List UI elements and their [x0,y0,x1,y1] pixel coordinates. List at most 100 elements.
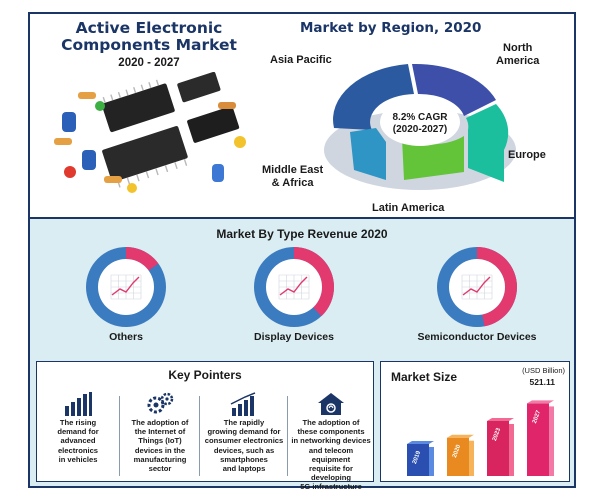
pointer-3-line-3: consumer electronics [204,436,284,446]
pointer-2-line-6: sector [148,464,172,474]
chip-1 [101,83,175,133]
region-label-north-america-line-2: America [496,55,540,67]
house-network-icon [318,393,344,415]
title-block: Active Electronic Components Market 2020… [34,20,264,70]
pointer-2-line-5: manufacturing [133,454,187,464]
pointer-divider-3 [287,396,288,476]
gears-icon [147,392,174,414]
region-cagr-line-2: (2020-2027) [393,124,447,135]
region-label-north-america-line-1: North [503,42,533,54]
resistor-4 [104,176,122,183]
type-donut-others-slice [126,247,159,271]
market-size-bar-top-2019 [407,440,434,444]
capacitor-1 [62,112,76,132]
pointer-3-text: The rapidly growing demand for consumer … [201,418,287,473]
pointer-4-line-3: in networking devices [291,436,371,446]
market-size-bar-top-2020 [447,434,474,438]
market-size-bar-side-2027 [549,406,554,476]
components-illustration [54,72,246,193]
resistor-2 [78,92,96,99]
market-size-bar-top-2023 [487,417,514,421]
capacitor-2 [82,150,96,170]
type-donut-semiconductor-devices-slice [477,247,517,327]
type-label-others: Others [109,331,143,343]
pointer-2-line-3: Things (IoT) [138,436,182,446]
region-label-latin-america: Latin America [372,202,445,214]
key-pointers-title: Key Pointers [168,368,242,382]
pointer-1-line-1: The rising [59,418,97,427]
pointer-2-line-1: The adoption of [131,418,189,427]
region-label-asia-pacific: Asia Pacific [270,54,332,66]
bottom-section: Key Pointers The rising demand for advan… [30,353,574,491]
market-size-bar-label-2023: 2023 [492,427,502,442]
type-label-display-devices: Display Devices [254,331,334,343]
pointer-1-line-4: electronics [57,445,99,455]
market-size-bar-label-2020: 2020 [452,443,462,458]
region-donut-hole [380,98,460,146]
bar-chart-icon [65,392,92,416]
market-size-title: Market Size [391,370,458,384]
region-slice-north-america [412,63,496,116]
key-pointers-panel: Key Pointers The rising demand for advan… [36,361,374,491]
resistor-3 [218,102,236,109]
pointer-divider-2 [199,396,200,476]
market-size-bar-2020 [447,437,469,476]
pointer-4-text: The adoption of these components in netw… [289,418,373,492]
resistor-1 [54,138,72,145]
led-green [95,101,105,111]
led-yellow [234,136,246,148]
pointer-3-line-1: The rapidly [223,418,265,427]
pointer-4-line-6: 5G infrastructure [300,482,362,492]
market-size-bar-top-2027 [527,400,554,404]
title-line-2: Components Market [61,36,237,54]
capacitor-3 [212,164,224,182]
market-size-bar-side-2023 [509,423,514,476]
region-slice-mea [350,128,386,180]
region-label-europe: Europe [508,149,546,161]
region-label-mea-line-2: & Africa [271,177,314,189]
type-donut-display-devices-slice [294,247,334,317]
led-red [64,166,76,178]
market-size-bar-label-2019: 2019 [412,450,422,465]
pointer-3-line-4: devices, such as [213,445,275,455]
pointer-divider-1 [119,396,120,476]
type-donut-display-devices-inset-graph [278,274,310,300]
market-size-unit: (USD Billion) [522,366,565,375]
chip-4 [177,72,221,103]
pointer-1-text: The rising demand for advanced electroni… [39,418,117,464]
type-donut-charts [86,247,517,327]
region-slice-asia-pacific [333,64,414,130]
infographic-frame: Active Electronic Components Market 2020… [28,12,576,491]
market-size-bar-side-2020 [469,440,474,476]
market-size-panel: Market Size (USD Billion) 521.11 2019 202… [380,361,570,482]
region-cagr-line-1: 8.2% CAGR [392,112,448,123]
market-size-bar-2019 [407,443,429,476]
market-size-bar-2027 [527,403,549,476]
market-size-value-label: 521.11 [529,377,555,387]
led-yellow-2 [127,183,137,193]
type-donut-semiconductor-devices-inset-graph [461,274,493,300]
region-slice-europe [466,104,509,182]
title-years: 2020 - 2027 [118,57,180,69]
pointer-1-line-3: advanced [60,436,96,446]
pointer-4-line-1: The adoption of [302,418,360,427]
pointer-2-line-4: devices in the [134,445,186,455]
pointer-3-line-5: smartphones [220,454,268,464]
pointer-1-line-2: demand for [57,427,99,437]
growth-chart-icon [230,392,256,416]
pointer-4-line-5: requisite for developing [309,464,353,483]
market-size-bar-side-2019 [429,446,434,476]
region-label-north-america: North America [496,42,539,68]
region-donut-chart: 8.2% CAGR (2020-2027) [324,63,516,190]
chip-2 [102,126,188,183]
pointer-4-line-4: and telecom equipment [308,445,354,464]
market-size-bar-chart: 2019 2020 2023 2027 [407,400,554,476]
region-chart-title: Market by Region, 2020 [300,20,482,36]
region-label-mea-line-1: Middle East [262,164,324,176]
region-slice-latin-america [402,136,464,180]
type-revenue-section: Market By Type Revenue 2020 Others Displ… [30,217,574,357]
type-label-semiconductor-devices: Semiconductor Devices [417,331,537,343]
market-size-bar-2023 [487,420,509,476]
pointer-2-text: The adoption of the Internet of Things (… [121,418,199,473]
pointer-3-line-6: and laptops [222,464,266,474]
